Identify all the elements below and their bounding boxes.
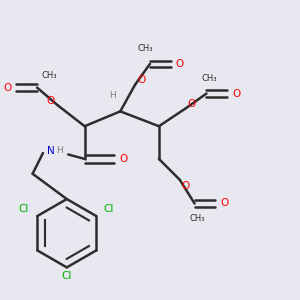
Text: O: O xyxy=(3,82,11,93)
Text: CH₃: CH₃ xyxy=(190,214,205,223)
Text: O: O xyxy=(119,154,128,164)
Text: O: O xyxy=(46,96,55,106)
Text: CH₃: CH₃ xyxy=(202,74,217,83)
Text: CH₃: CH₃ xyxy=(138,44,153,53)
Text: O: O xyxy=(137,75,145,85)
Text: O: O xyxy=(176,59,184,69)
Text: O: O xyxy=(188,99,196,109)
Text: O: O xyxy=(232,88,240,98)
Text: Cl: Cl xyxy=(19,204,29,214)
Text: N: N xyxy=(46,146,54,157)
Text: H: H xyxy=(110,91,116,100)
Text: O: O xyxy=(220,199,228,208)
Text: Cl: Cl xyxy=(61,271,72,281)
Text: Cl: Cl xyxy=(103,204,113,214)
Text: O: O xyxy=(182,181,190,191)
Text: CH₃: CH₃ xyxy=(41,71,57,80)
Text: H: H xyxy=(56,146,63,154)
